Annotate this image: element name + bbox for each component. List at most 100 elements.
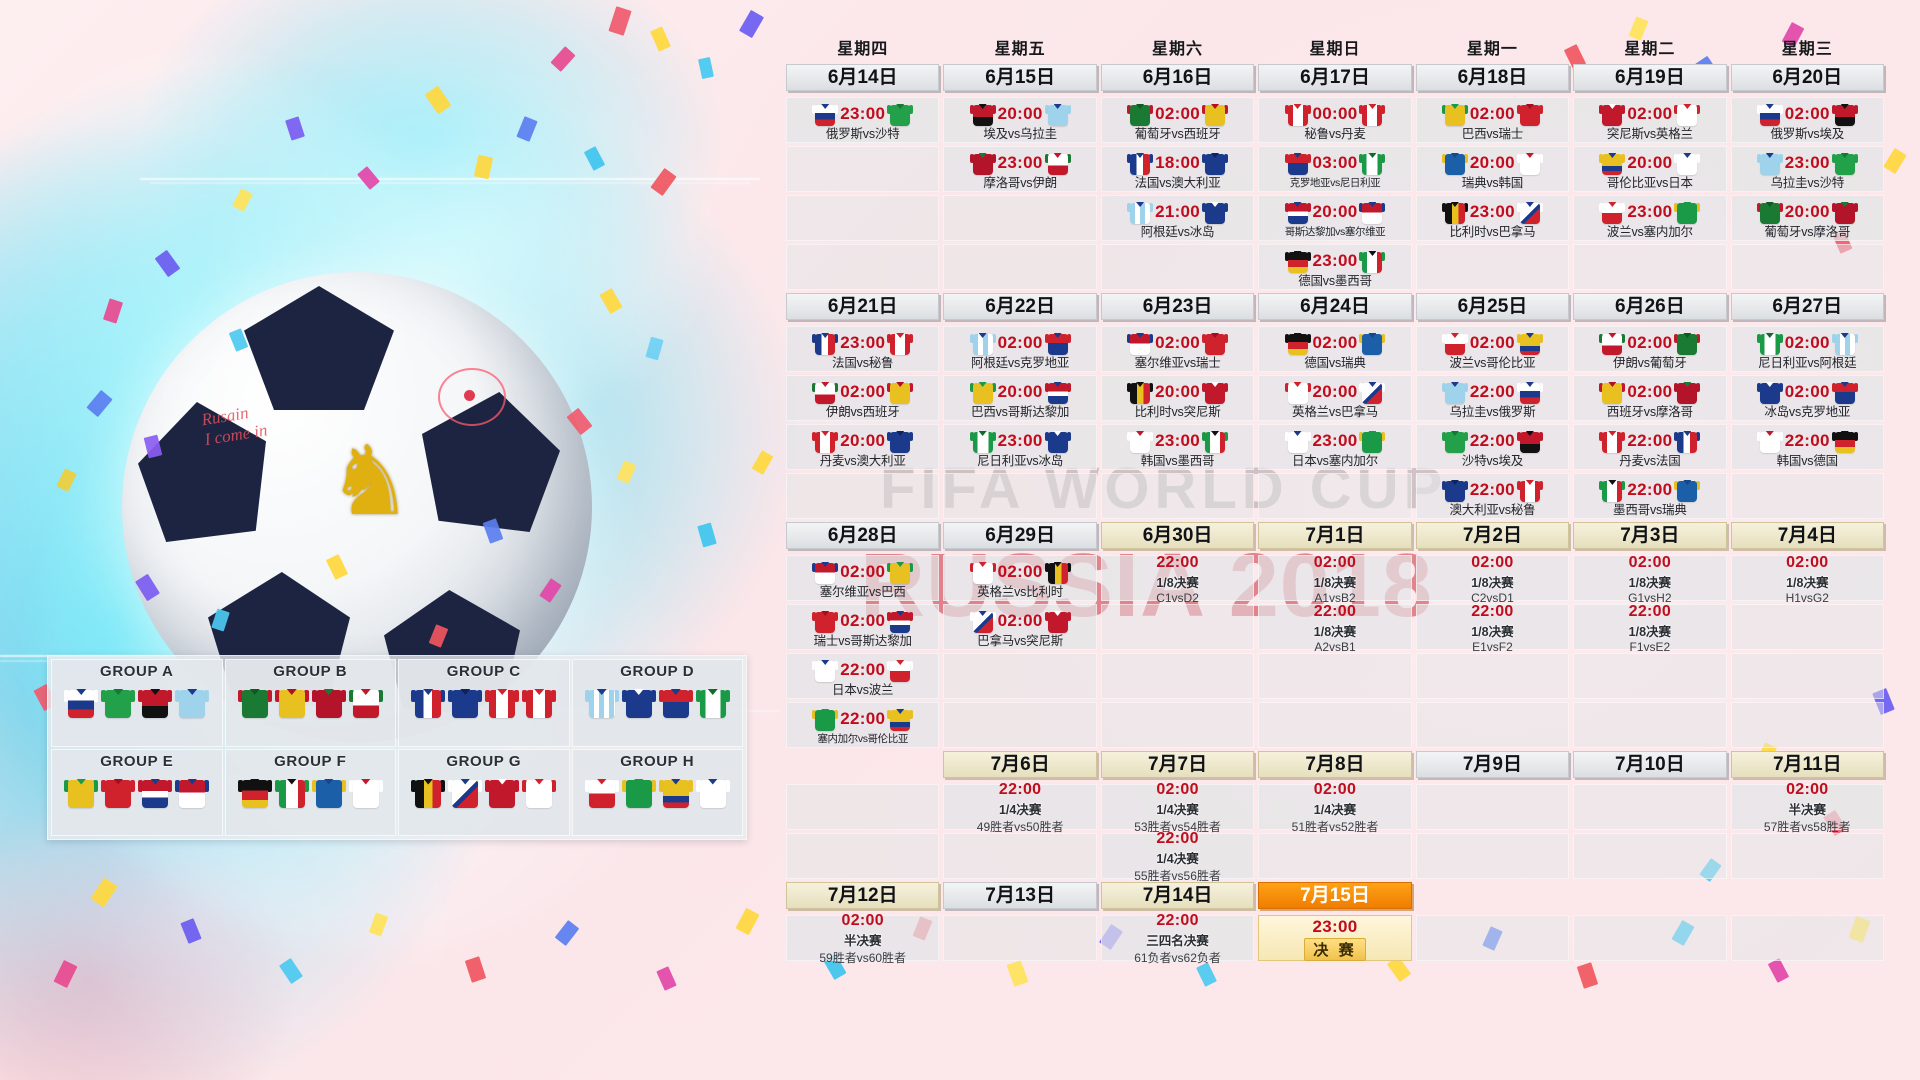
group-cell-c[interactable]: GROUP C (398, 659, 570, 747)
match-cell[interactable]: 23:00 尼日利亚vs冰岛 (943, 424, 1097, 470)
date-header-6月29日[interactable]: 6月29日 (943, 522, 1097, 549)
match-cell-knockout[interactable]: 22:00 三四名决赛 61负者vs62负者 (1100, 912, 1255, 965)
match-cell[interactable]: 22:00 塞内加尔vs哥伦比亚 (786, 702, 940, 748)
date-header-7月4日[interactable]: 7月4日 (1730, 522, 1884, 549)
date-header-6月20日[interactable]: 6月20日 (1730, 64, 1884, 91)
match-cell[interactable]: 02:00 伊朗vs葡萄牙 (1573, 326, 1727, 372)
match-cell[interactable]: 22:00 日本vs波兰 (786, 653, 940, 699)
match-cell[interactable]: 02:00 阿根廷vs克罗地亚 (943, 326, 1097, 372)
match-cell[interactable]: 20:00 英格兰vs巴拿马 (1258, 375, 1412, 421)
date-header-7月7日[interactable]: 7月7日 (1100, 751, 1255, 778)
match-cell-knockout[interactable]: 02:00 1/8决赛 A1vsB2 (1258, 554, 1412, 605)
match-cell[interactable]: 23:00 日本vs塞内加尔 (1258, 424, 1412, 470)
date-header-6月24日[interactable]: 6月24日 (1258, 293, 1412, 320)
match-cell[interactable]: 03:00 克罗地亚vs尼日利亚 (1258, 146, 1412, 192)
match-cell-knockout[interactable]: 02:00 半决赛 59胜者vs60胜者 (786, 912, 940, 965)
date-header-6月27日[interactable]: 6月27日 (1730, 293, 1884, 320)
match-cell[interactable]: 23:00 比利时vs巴拿马 (1415, 195, 1570, 241)
match-cell[interactable]: 23:00 乌拉圭vs沙特 (1730, 146, 1884, 192)
date-header-6月21日[interactable]: 6月21日 (786, 293, 940, 320)
match-cell-knockout[interactable]: 22:00 1/8决赛 A2vsB1 (1258, 603, 1412, 654)
match-cell[interactable]: 20:00 葡萄牙vs摩洛哥 (1730, 195, 1884, 241)
date-header-6月18日[interactable]: 6月18日 (1415, 64, 1570, 91)
date-header-7月14日[interactable]: 7月14日 (1100, 882, 1255, 909)
date-header-6月15日[interactable]: 6月15日 (943, 64, 1097, 91)
group-cell-a[interactable]: GROUP A (51, 659, 223, 747)
date-header-7月2日[interactable]: 7月2日 (1415, 522, 1570, 549)
match-cell-knockout[interactable]: 22:00 1/4决赛 55胜者vs56胜者 (1100, 830, 1255, 883)
date-header-7月10日[interactable]: 7月10日 (1573, 751, 1727, 778)
date-header-7月8日[interactable]: 7月8日 (1258, 751, 1412, 778)
date-header-7月3日[interactable]: 7月3日 (1573, 522, 1727, 549)
match-cell-knockout[interactable]: 02:00 1/8决赛 C2vsD1 (1415, 554, 1570, 605)
match-cell[interactable]: 22:00 丹麦vs法国 (1573, 424, 1727, 470)
match-cell[interactable]: 23:00 摩洛哥vs伊朗 (943, 146, 1097, 192)
match-cell-knockout[interactable]: 02:00 1/8决赛 H1vsG2 (1730, 554, 1884, 605)
date-header-6月16日[interactable]: 6月16日 (1100, 64, 1255, 91)
match-cell-knockout[interactable]: 02:00 1/4决赛 51胜者vs52胜者 (1258, 781, 1412, 834)
match-cell[interactable]: 02:00 冰岛vs克罗地亚 (1730, 375, 1884, 421)
match-cell[interactable]: 23:00 法国vs秘鲁 (786, 326, 940, 372)
match-cell[interactable]: 23:00 德国vs墨西哥 (1258, 244, 1412, 290)
date-header-6月22日[interactable]: 6月22日 (943, 293, 1097, 320)
date-header-7月9日[interactable]: 7月9日 (1415, 751, 1570, 778)
match-cell[interactable]: 20:00 比利时vs突尼斯 (1100, 375, 1255, 421)
match-cell[interactable]: 23:00 波兰vs塞内加尔 (1573, 195, 1727, 241)
date-header-7月13日[interactable]: 7月13日 (943, 882, 1097, 909)
match-cell[interactable]: 22:00 韩国vs德国 (1730, 424, 1884, 470)
match-cell[interactable]: 22:00 沙特vs埃及 (1415, 424, 1570, 470)
match-cell[interactable]: 22:00 墨西哥vs瑞典 (1573, 473, 1727, 519)
match-cell[interactable]: 02:00 德国vs瑞典 (1258, 326, 1412, 372)
date-header-6月26日[interactable]: 6月26日 (1573, 293, 1727, 320)
date-header-7月6日[interactable]: 7月6日 (943, 751, 1097, 778)
match-cell[interactable]: 02:00 塞尔维亚vs瑞士 (1100, 326, 1255, 372)
match-cell-knockout[interactable]: 22:00 1/4决赛 49胜者vs50胜者 (943, 781, 1097, 834)
match-cell[interactable]: 20:00 哥斯达黎加vs塞尔维亚 (1258, 195, 1412, 241)
match-cell-knockout[interactable]: 02:00 1/4决赛 53胜者vs54胜者 (1100, 781, 1255, 834)
date-header-7月11日[interactable]: 7月11日 (1730, 751, 1884, 778)
match-cell[interactable]: 18:00 法国vs澳大利亚 (1100, 146, 1255, 192)
match-cell-knockout[interactable]: 22:00 1/8决赛 E1vsF2 (1415, 603, 1570, 654)
match-cell[interactable]: 02:00 尼日利亚vs阿根廷 (1730, 326, 1884, 372)
match-cell[interactable]: 02:00 西班牙vs摩洛哥 (1573, 375, 1727, 421)
match-cell-knockout[interactable]: 02:00 半决赛 57胜者vs58胜者 (1730, 781, 1884, 834)
date-header-6月19日[interactable]: 6月19日 (1573, 64, 1727, 91)
match-cell[interactable]: 02:00 波兰vs哥伦比亚 (1415, 326, 1570, 372)
match-cell-knockout[interactable]: 22:00 1/8决赛 C1vsD2 (1100, 554, 1255, 605)
match-cell[interactable]: 02:00 瑞士vs哥斯达黎加 (786, 604, 940, 650)
group-cell-g[interactable]: GROUP G (398, 748, 570, 836)
date-header-7月15日[interactable]: 7月15日 (1258, 882, 1412, 909)
match-cell[interactable]: 00:00 秘鲁vs丹麦 (1258, 97, 1412, 143)
date-header-6月23日[interactable]: 6月23日 (1100, 293, 1255, 320)
match-cell[interactable]: 02:00 巴拿马vs突尼斯 (943, 604, 1097, 650)
match-cell-knockout[interactable]: 02:00 1/8决赛 G1vsH2 (1573, 554, 1727, 605)
group-cell-e[interactable]: GROUP E (51, 748, 223, 836)
match-cell[interactable]: 22:00 澳大利亚vs秘鲁 (1415, 473, 1570, 519)
group-cell-d[interactable]: GROUP D (571, 659, 743, 747)
date-header-6月17日[interactable]: 6月17日 (1258, 64, 1412, 91)
match-cell-knockout[interactable]: 22:00 1/8决赛 F1vsE2 (1573, 603, 1727, 654)
date-header-6月14日[interactable]: 6月14日 (786, 64, 940, 91)
match-cell[interactable]: 02:00 俄罗斯vs埃及 (1730, 97, 1884, 143)
date-header-6月25日[interactable]: 6月25日 (1415, 293, 1570, 320)
match-cell[interactable]: 02:00 突尼斯vs英格兰 (1573, 97, 1727, 143)
date-header-6月30日[interactable]: 6月30日 (1100, 522, 1255, 549)
match-cell[interactable]: 02:00 塞尔维亚vs巴西 (786, 555, 940, 601)
match-cell[interactable]: 22:00 乌拉圭vs俄罗斯 (1415, 375, 1570, 421)
match-cell[interactable]: 02:00 巴西vs瑞士 (1415, 97, 1570, 143)
match-cell[interactable]: 20:00 埃及vs乌拉圭 (943, 97, 1097, 143)
match-cell-final[interactable]: 23:00 决 赛 (1258, 915, 1412, 961)
match-cell[interactable]: 02:00 英格兰vs比利时 (943, 555, 1097, 601)
match-cell[interactable]: 20:00 瑞典vs韩国 (1415, 146, 1570, 192)
match-cell[interactable]: 23:00 韩国vs墨西哥 (1100, 424, 1255, 470)
match-cell[interactable]: 02:00 葡萄牙vs西班牙 (1100, 97, 1255, 143)
group-cell-h[interactable]: GROUP H (571, 748, 743, 836)
date-header-7月12日[interactable]: 7月12日 (786, 882, 940, 909)
match-cell[interactable]: 02:00 伊朗vs西班牙 (786, 375, 940, 421)
date-header-6月28日[interactable]: 6月28日 (786, 522, 940, 549)
group-cell-b[interactable]: GROUP B (224, 659, 396, 747)
group-cell-f[interactable]: GROUP F (224, 748, 396, 836)
match-cell[interactable]: 20:00 哥伦比亚vs日本 (1573, 146, 1727, 192)
match-cell[interactable]: 21:00 阿根廷vs冰岛 (1100, 195, 1255, 241)
match-cell[interactable]: 20:00 丹麦vs澳大利亚 (786, 424, 940, 470)
